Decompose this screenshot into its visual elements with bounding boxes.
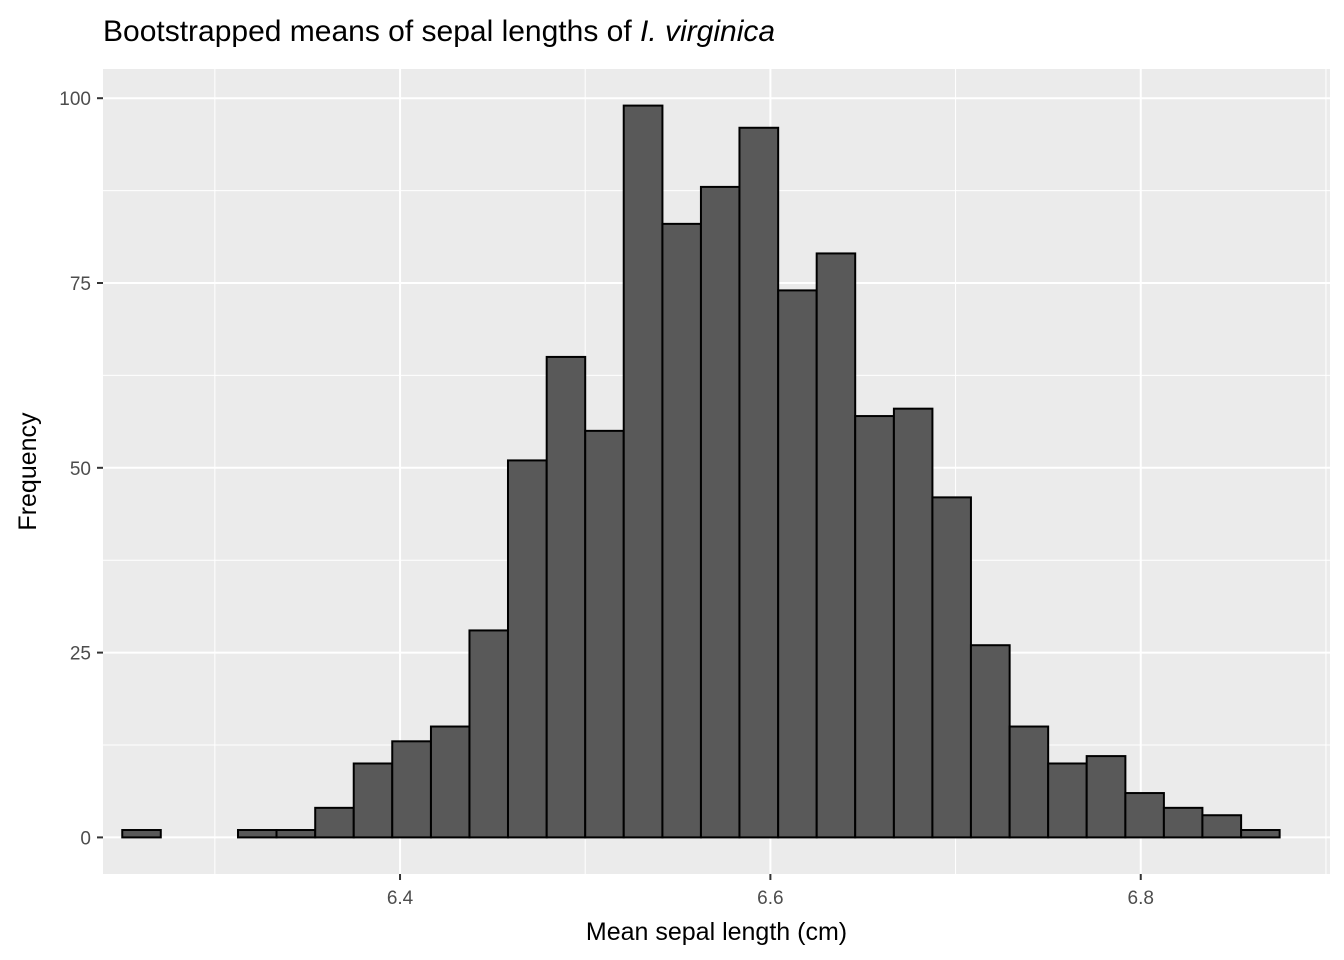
- histogram-bar: [1047, 762, 1088, 839]
- histogram-bar: [352, 762, 394, 839]
- histogram-bar: [777, 289, 818, 839]
- histogram-bar: [545, 355, 587, 839]
- histogram-bar: [1008, 725, 1050, 839]
- x-tick-label: 6.4: [387, 888, 414, 909]
- histogram-bar: [275, 829, 317, 839]
- y-tick-label: 75: [70, 274, 91, 295]
- histogram-bar: [121, 829, 162, 839]
- x-axis: 6.4 6.6 6.8: [387, 874, 1154, 909]
- histogram-bar: [429, 725, 471, 839]
- histogram-bar: [468, 629, 509, 839]
- y-tick-label: 100: [59, 89, 91, 110]
- histogram-bar: [1085, 755, 1127, 839]
- histogram-bar: [236, 829, 278, 839]
- histogram-bar: [969, 644, 1011, 839]
- histogram-bar: [506, 459, 548, 839]
- histogram-bar: [584, 429, 625, 839]
- histogram-bar: [391, 740, 432, 839]
- histogram-bar: [931, 496, 972, 839]
- y-axis: 0 25 50 75 100: [59, 89, 103, 849]
- histogram-bar: [738, 126, 780, 839]
- histogram-bar: [1124, 792, 1165, 839]
- histogram-bar: [1162, 806, 1204, 839]
- histogram-bar: [815, 252, 857, 839]
- histogram-bar: [1201, 814, 1243, 839]
- y-tick-label: 50: [70, 459, 91, 480]
- histogram-bar: [699, 185, 741, 839]
- histogram-bars: [121, 104, 1281, 839]
- histogram-bar: [1240, 829, 1281, 839]
- histogram-bar: [622, 104, 664, 839]
- x-tick-label: 6.8: [1128, 888, 1154, 909]
- histogram-bar: [854, 415, 895, 839]
- y-axis-title: Frequency: [14, 412, 42, 531]
- chart-title-prefix: Bootstrapped means of sepal lengths of: [103, 15, 640, 48]
- chart-title: Bootstrapped means of sepal lengths of I…: [103, 15, 775, 48]
- histogram-bar: [892, 407, 934, 839]
- histogram-bar: [661, 222, 702, 839]
- x-tick-label: 6.6: [757, 888, 783, 909]
- y-tick-label: 25: [70, 644, 91, 665]
- x-axis-title: Mean sepal length (cm): [586, 918, 847, 946]
- chart-title-species: I. virginica: [640, 15, 775, 48]
- histogram-bar: [314, 806, 355, 839]
- y-tick-label: 0: [80, 828, 91, 849]
